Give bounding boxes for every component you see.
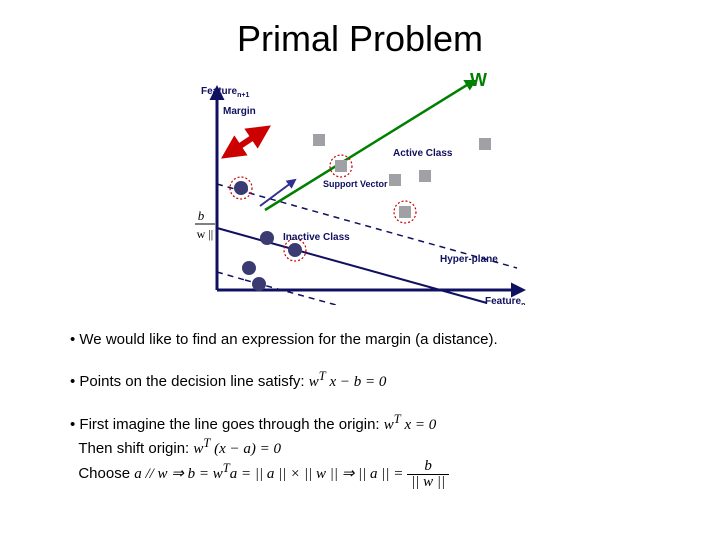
svg-text:|| w ||: || w ||: [195, 227, 213, 241]
svg-text:Hyper-plane: Hyper-plane: [440, 254, 498, 265]
bullet-2: • Points on the decision line satisfy: w…: [70, 368, 650, 392]
svg-text:Support Vector: Support Vector: [323, 179, 388, 189]
svg-text:Inactive Class: Inactive Class: [283, 232, 350, 243]
svg-text:b: b: [198, 208, 205, 223]
svg-text:Featuren: Featuren: [485, 296, 525, 305]
svg-text:Featuren+1: Featuren+1: [201, 86, 249, 99]
bullet-3: • First imagine the line goes through th…: [70, 411, 650, 491]
svg-text:Active Class: Active Class: [393, 148, 453, 159]
svm-diagram: Featuren+1 Featuren Active Class Inactive C…: [195, 80, 535, 305]
svg-text:Margin: Margin: [223, 106, 256, 117]
bullet-1: • We would like to find an expression fo…: [70, 330, 650, 350]
slide-title: Primal Problem: [0, 18, 720, 60]
bullet-list: • We would like to find an expression fo…: [70, 330, 650, 508]
